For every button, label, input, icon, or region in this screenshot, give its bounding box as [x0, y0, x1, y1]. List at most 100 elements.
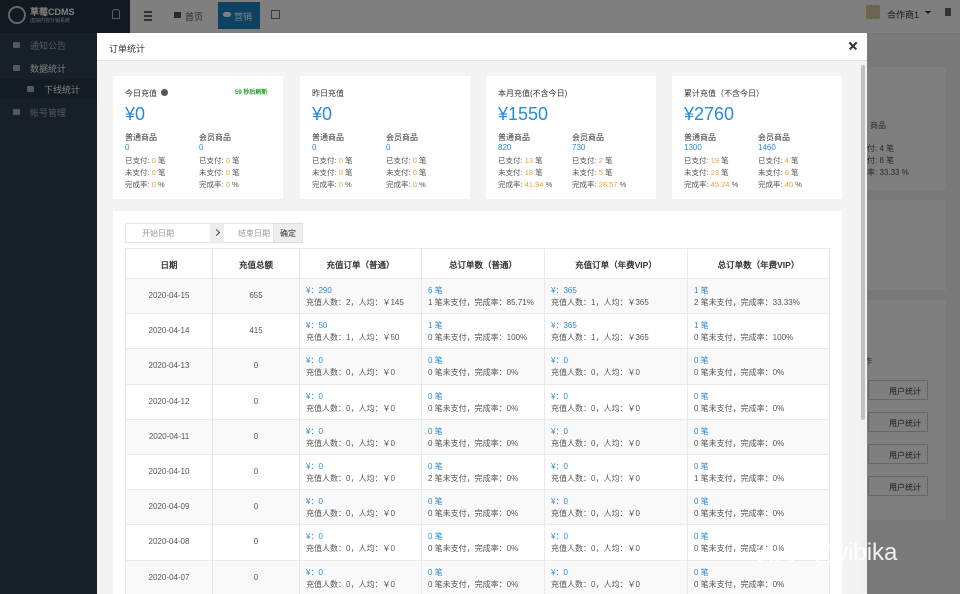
stat-line: 完成率: 28.57 %: [572, 179, 626, 190]
cell-secondary: 0 笔未支付，完成率：0%: [428, 368, 519, 378]
total-amount: 0: [253, 431, 259, 441]
group-label: 普通商品: [498, 133, 530, 142]
stat-line: 未支付: 5 笔: [572, 167, 612, 178]
modal: 订单统计 今日充值 59 秒后刷新 ¥0 普通商品 0 已支付: 0 笔未支付: 0 笔完成…: [97, 33, 867, 594]
stat-line: 已支付: 13 笔: [498, 155, 543, 166]
stat-unit: %: [795, 180, 802, 189]
stat-line: 已支付: 19 笔: [684, 155, 729, 166]
stat-label: 未支付:: [386, 168, 411, 177]
cell-secondary: 充值人数：0，人均：￥0: [306, 438, 395, 448]
stat-value: 0: [338, 156, 343, 165]
total-amount: 0: [253, 361, 259, 371]
stat-label: 完成率:: [312, 180, 337, 189]
cell-primary: ¥：0: [551, 497, 568, 507]
cell-primary: 0 笔: [694, 426, 709, 436]
date: 2020-04-15: [148, 291, 190, 300]
stat-value: 0: [412, 156, 417, 165]
table-cell: 2020-04-15: [126, 279, 213, 315]
stat-line: 未支付: 0 笔: [199, 167, 239, 178]
group-total: 730: [572, 143, 586, 152]
stat-value: 0: [225, 156, 230, 165]
stat-label: 未支付:: [684, 168, 709, 177]
cell-secondary: 充值人数：0，人均：￥0: [551, 509, 640, 519]
stat-label: 已支付:: [199, 156, 224, 165]
total-amount: 415: [249, 326, 263, 336]
cell-secondary: 2 笔未支付，完成率：33.33%: [694, 298, 800, 307]
watermark: 知乎 @yibika: [757, 539, 898, 566]
table-cell: 415: [213, 314, 300, 350]
group-label: 普通商品: [312, 133, 344, 142]
stat-label: 已支付:: [572, 156, 597, 165]
table-cell: 0: [213, 490, 300, 526]
table-cell: 0: [213, 525, 300, 561]
stat-line: 未支付: 0 笔: [125, 167, 165, 178]
cell-primary: ¥：0: [306, 497, 323, 507]
stat-value: 0: [151, 168, 156, 177]
table-cell: ¥：0 充值人数：0，人均：￥0: [300, 490, 422, 526]
table-cell: 0 笔 2 笔未支付，完成率：0%: [422, 455, 545, 491]
stat-line: 完成率: 41.94 %: [498, 179, 552, 190]
cell-primary: 0 笔: [694, 497, 709, 507]
card-amount: ¥0: [312, 104, 333, 124]
table-row: [126, 349, 830, 385]
table-panel: 开始日期 结束日期 确定 日期 充值总额 充值订单（普通） 总订单数（普通） 充值订单（年费V…: [113, 211, 842, 594]
table-header-label: 充值订单（普通）: [326, 260, 395, 270]
stat-label: 完成率:: [199, 180, 224, 189]
cell-secondary: 充值人数：0，人均：￥0: [551, 544, 640, 554]
table-header-label: 总订单数（普通）: [448, 260, 517, 270]
table-cell: 2020-04-10: [126, 455, 213, 491]
group-total: 0: [312, 143, 317, 152]
table-cell: ¥：0 充值人数：0，人均：￥0: [545, 384, 688, 420]
stat-unit: 笔: [418, 168, 427, 177]
table-cell: 1 笔 0 笔未支付，完成率：100%: [688, 314, 830, 350]
cell-secondary: 0 笔未支付，完成率：0%: [694, 544, 785, 554]
cell-primary: 0 笔: [428, 497, 443, 507]
table-cell: 2020-04-09: [126, 490, 213, 526]
stat-unit: 笔: [344, 168, 353, 177]
stat-line: 未支付: 18 笔: [498, 167, 543, 178]
table-header-cell: 日期: [126, 249, 213, 279]
stat-line: 已支付: 2 笔: [572, 155, 612, 166]
table-cell: 2020-04-12: [126, 384, 213, 420]
table-header-label: 充值订单（年费VIP）: [575, 260, 657, 270]
table-header-cell: 总订单数（普通）: [422, 249, 545, 279]
table-cell: 0 笔 0 笔未支付，完成率：0%: [688, 560, 830, 594]
cell-secondary: 0 笔未支付，完成率：0%: [428, 438, 519, 448]
stat-unit: 笔: [721, 168, 729, 177]
cell-secondary: 0 笔未支付，完成率：0%: [428, 579, 519, 589]
stat-line: 已支付: 0 笔: [312, 155, 352, 166]
stat-label: 未支付:: [758, 168, 783, 177]
stat-value: 5: [598, 168, 603, 177]
total-amount: 655: [249, 291, 263, 300]
confirm-button[interactable]: 确定: [273, 223, 303, 243]
stat-unit: 笔: [535, 156, 543, 165]
date: 2020-04-12: [148, 396, 190, 406]
close-button[interactable]: [847, 39, 861, 53]
stat-line: 完成率: 0 %: [125, 179, 165, 190]
cell-primary: ¥：0: [551, 462, 568, 471]
table-cell: 0 笔 0 笔未支付，完成率：0%: [688, 384, 830, 420]
total-amount: 0: [253, 572, 259, 582]
stat-value: 0: [338, 180, 343, 189]
date: 2020-04-08: [148, 537, 190, 547]
table-cell: ¥：0 充值人数：0，人均：￥0: [545, 349, 688, 385]
stat-label: 完成率:: [386, 180, 411, 189]
cell-primary: 0 笔: [694, 391, 709, 401]
card-title: 累计充值（不含今日）: [684, 89, 764, 98]
range-separator: [210, 224, 224, 242]
stat-label: 已支付:: [498, 156, 523, 165]
stat-value: 0: [412, 168, 417, 177]
date: 2020-04-14: [148, 326, 190, 336]
table-row: [126, 560, 830, 594]
stat-label: 未支付:: [199, 168, 224, 177]
stat-label: 未支付:: [498, 168, 523, 177]
cell-secondary: 充值人数：0，人均：￥0: [551, 474, 640, 483]
stat-label: 未支付:: [312, 168, 337, 177]
table-cell: 0 笔 0 笔未支付，完成率：0%: [422, 560, 545, 594]
total-amount: 0: [253, 537, 259, 547]
stat-value: 0: [151, 156, 156, 165]
scroll-thumb: [861, 65, 865, 420]
cell-primary: 1 笔: [694, 286, 709, 295]
cell-primary: 0 笔: [428, 532, 443, 542]
card-amount: ¥0: [125, 104, 146, 124]
